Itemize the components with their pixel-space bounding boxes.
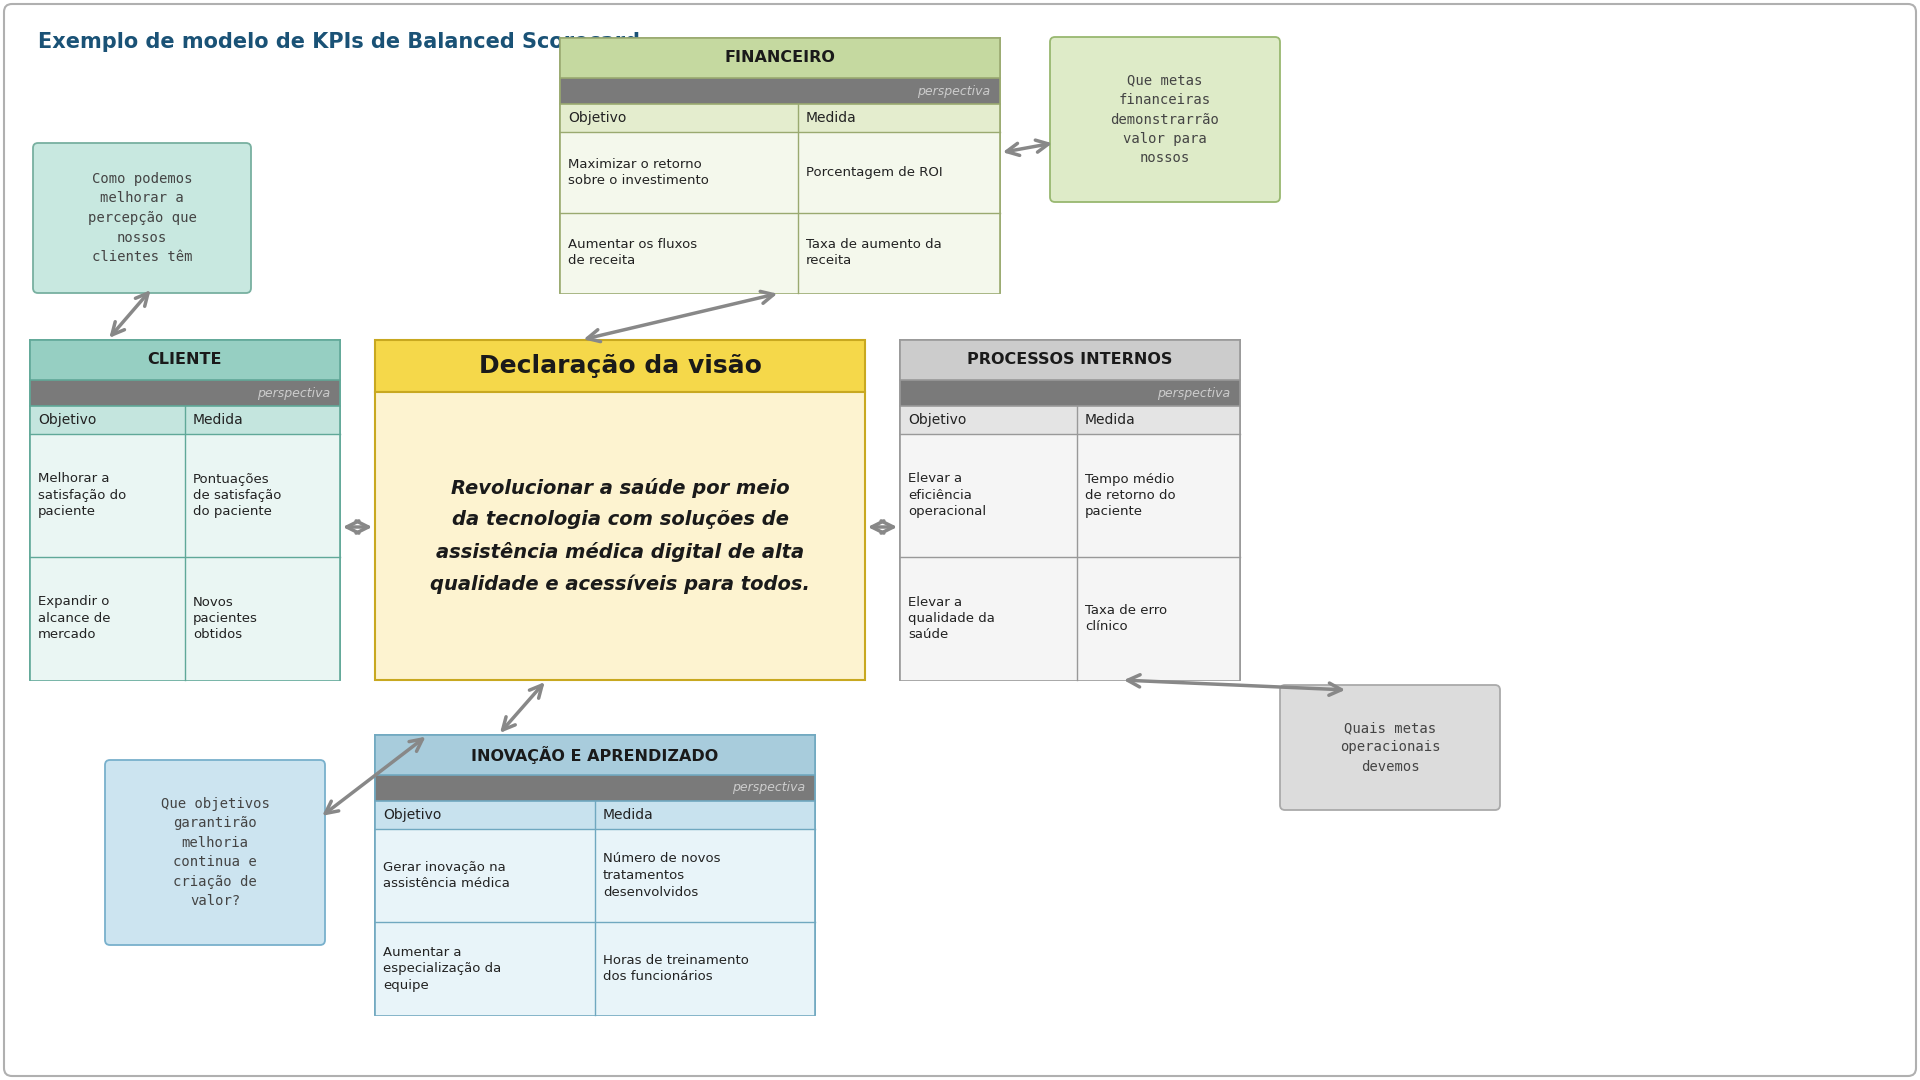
Text: Medida: Medida [603,808,653,822]
Bar [900,434,1240,557]
Bar [31,380,340,406]
Text: Elevar a
qualidade da
saúde: Elevar a qualidade da saúde [908,595,995,642]
Text: Objetivo: Objetivo [38,413,96,427]
Bar [31,434,340,557]
Bar [374,735,814,1015]
Bar [374,775,814,801]
Text: perspectiva: perspectiva [1158,387,1231,400]
Text: CLIENTE: CLIENTE [148,352,223,367]
Text: Revolucionar a saúde por meio
da tecnologia com soluções de
assistência médica d: Revolucionar a saúde por meio da tecnolo… [430,478,810,594]
Text: Que objetivos
garantirão
melhoria
continua e
criação de
valor?: Que objetivos garantirão melhoria contin… [161,797,269,908]
Text: perspectiva: perspectiva [918,84,991,97]
FancyBboxPatch shape [1050,37,1281,202]
Text: Elevar a
eficiência
operacional: Elevar a eficiência operacional [908,473,987,518]
Text: Quais metas
operacionais
devemos: Quais metas operacionais devemos [1340,721,1440,774]
Text: Exemplo de modelo de KPIs de Balanced Scorecard: Exemplo de modelo de KPIs de Balanced Sc… [38,32,639,52]
Bar [31,340,340,380]
Bar [561,38,1000,293]
Text: Medida: Medida [1085,413,1135,427]
Bar [374,735,814,775]
Bar [561,104,1000,132]
Bar [31,557,340,680]
Text: perspectiva: perspectiva [732,782,804,795]
Text: Objetivo: Objetivo [568,111,626,125]
FancyBboxPatch shape [106,760,324,945]
Bar [561,213,1000,293]
Bar [900,557,1240,680]
Bar [561,132,1000,213]
Text: Declaração da visão: Declaração da visão [478,354,762,378]
FancyBboxPatch shape [4,4,1916,1076]
Text: Novos
pacientes
obtidos: Novos pacientes obtidos [194,595,257,642]
FancyBboxPatch shape [1281,685,1500,810]
Bar [374,829,814,922]
Bar [900,380,1240,406]
Text: Medida: Medida [806,111,856,125]
Text: Taxa de aumento da
receita: Taxa de aumento da receita [806,238,941,268]
Bar [31,406,340,434]
Text: Porcentagem de ROI: Porcentagem de ROI [806,165,943,179]
Bar [900,340,1240,380]
Bar [374,801,814,829]
Text: Medida: Medida [194,413,244,427]
Text: Que metas
financeiras
demonstrarrão
valor para
nossos: Que metas financeiras demonstrarrão valo… [1110,73,1219,165]
Bar [31,340,340,680]
Text: Expandir o
alcance de
mercado: Expandir o alcance de mercado [38,595,111,642]
Text: Número de novos
tratamentos
desenvolvidos: Número de novos tratamentos desenvolvido… [603,852,720,899]
Bar [900,340,1240,680]
Text: Melhorar a
satisfação do
paciente: Melhorar a satisfação do paciente [38,473,127,518]
Text: Aumentar a
especialização da
equipe: Aumentar a especialização da equipe [382,945,501,991]
Bar [900,406,1240,434]
Text: Horas de treinamento
dos funcionários: Horas de treinamento dos funcionários [603,954,749,983]
Text: Taxa de erro
clínico: Taxa de erro clínico [1085,604,1167,633]
Text: Pontuações
de satisfação
do paciente: Pontuações de satisfação do paciente [194,473,282,518]
Text: Objetivo: Objetivo [908,413,966,427]
Text: Aumentar os fluxos
de receita: Aumentar os fluxos de receita [568,238,697,268]
Text: perspectiva: perspectiva [257,387,330,400]
Bar [374,392,866,680]
Text: Gerar inovação na
assistência médica: Gerar inovação na assistência médica [382,861,511,890]
Text: INOVAÇÃO E APRENDIZADO: INOVAÇÃO E APRENDIZADO [472,746,718,764]
Text: PROCESSOS INTERNOS: PROCESSOS INTERNOS [968,352,1173,367]
Text: Objetivo: Objetivo [382,808,442,822]
Text: FINANCEIRO: FINANCEIRO [724,51,835,66]
Bar [561,38,1000,78]
Text: Maximizar o retorno
sobre o investimento: Maximizar o retorno sobre o investimento [568,158,708,187]
Bar [374,340,866,392]
Bar [561,78,1000,104]
FancyBboxPatch shape [33,143,252,293]
Bar [374,922,814,1015]
Text: Tempo médio
de retorno do
paciente: Tempo médio de retorno do paciente [1085,473,1175,518]
Text: Como podemos
melhorar a
percepção que
nossos
clientes têm: Como podemos melhorar a percepção que no… [88,172,196,264]
